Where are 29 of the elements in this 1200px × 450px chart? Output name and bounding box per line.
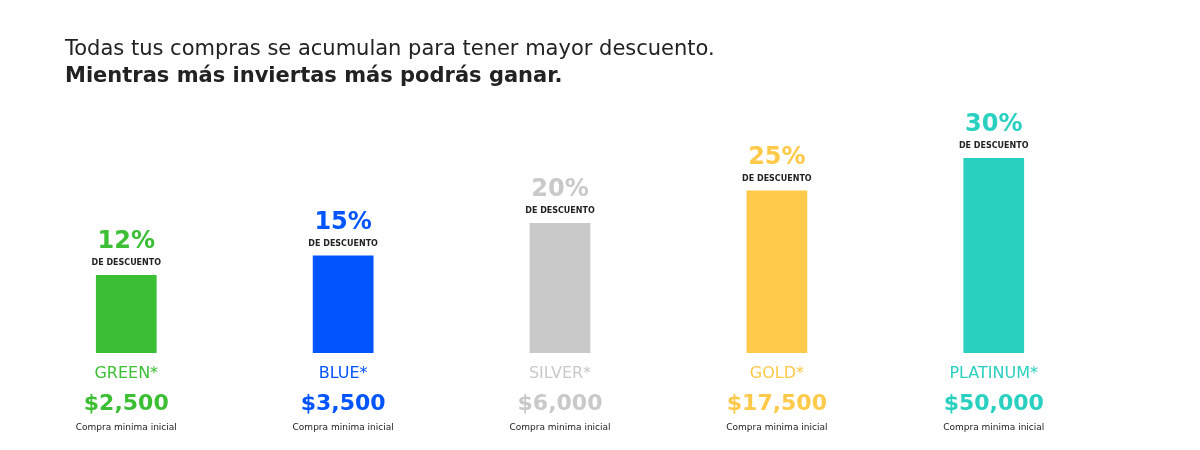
annotation: DE DESCUENTO	[742, 173, 812, 183]
bar	[746, 190, 808, 353]
text: $50,000	[943, 390, 1044, 415]
text: $3,500	[300, 390, 386, 415]
x-tick-label: GREEN*	[94, 363, 159, 382]
text: $2,500	[83, 390, 169, 415]
chart-subtitle: Mientras más inviertas más podrás ganar.	[65, 63, 563, 87]
text: Compra minima inicial	[943, 422, 1045, 432]
data-label: 25%	[748, 141, 806, 170]
annotation: DE DESCUENTO	[958, 141, 1029, 150]
x-tick-label: GOLD*	[749, 363, 804, 382]
x-tick-label: BLUE*	[318, 363, 368, 382]
text: Compra minima inicial	[726, 422, 828, 432]
x-tick-label: PLATINUM*	[949, 363, 1039, 382]
bar	[95, 275, 157, 353]
text: Compra minima inicial	[75, 422, 177, 432]
bar	[312, 255, 374, 353]
annotation: DE DESCUENTO	[525, 206, 595, 215]
bar	[963, 158, 1025, 353]
bar	[529, 223, 591, 353]
chart-title: Todas tus compras se acumulan para tener mayor descuento.	[64, 36, 715, 60]
annotation: DE DESCUENTO	[91, 258, 162, 267]
annotation: DE DESCUENTO	[308, 238, 379, 248]
data-label: 15%	[314, 206, 372, 235]
data-label: 12%	[97, 226, 155, 254]
text: Compra minima inicial	[509, 422, 611, 432]
text: Compra minima inicial	[292, 422, 394, 432]
data-label: 30%	[965, 109, 1023, 137]
text: $17,500	[726, 390, 827, 415]
